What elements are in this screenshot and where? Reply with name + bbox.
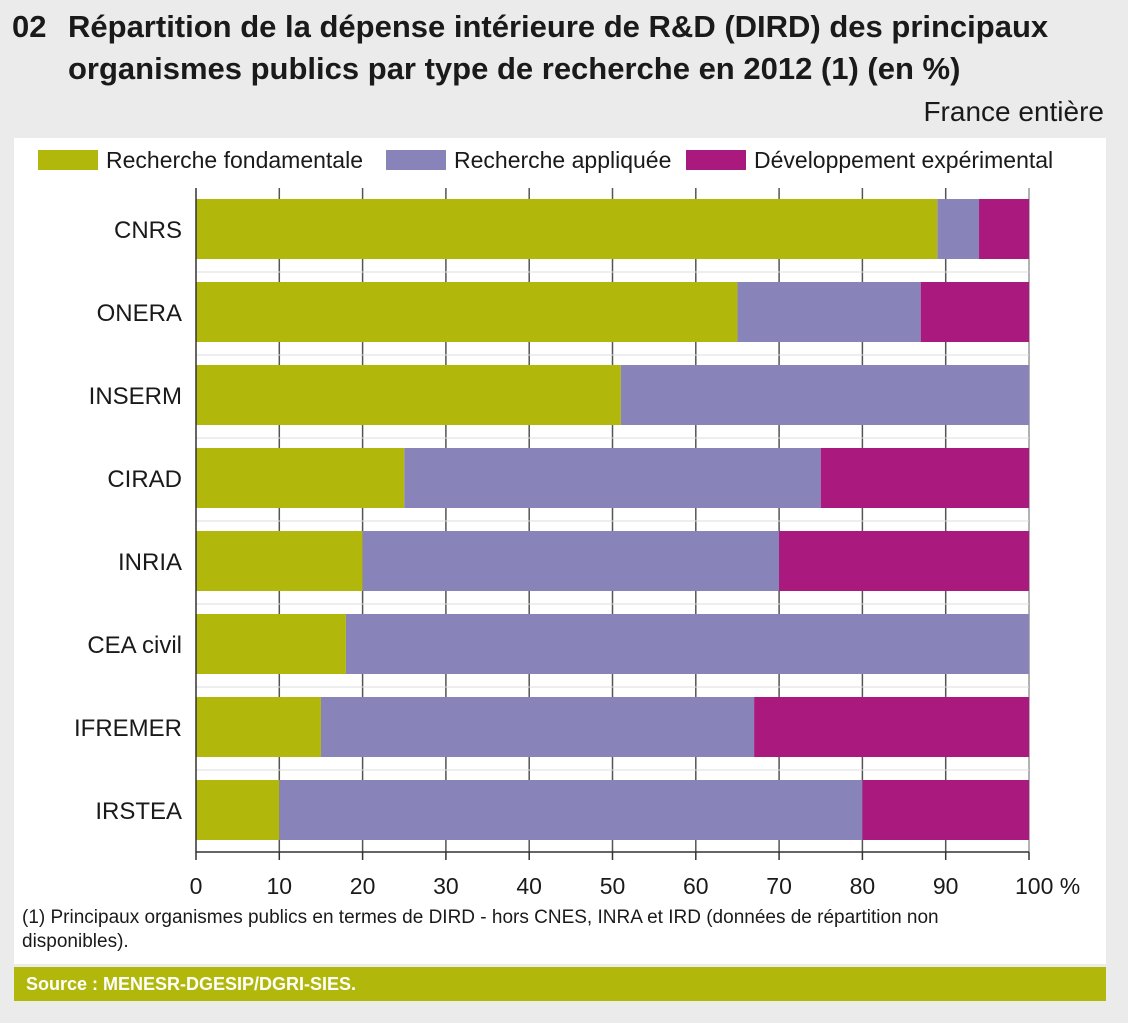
bar-segment — [196, 448, 405, 508]
category-label: CIRAD — [107, 466, 182, 493]
bar-segment — [196, 780, 280, 840]
bar-segment — [862, 780, 1029, 840]
bar-segment — [920, 282, 1029, 342]
legend-swatch — [386, 150, 446, 170]
bar-segment — [820, 448, 1029, 508]
bar-segment — [754, 697, 1029, 757]
x-tick-label: 70 — [766, 873, 792, 899]
category-label: CNRS — [114, 217, 182, 244]
bar-segment — [620, 365, 1029, 425]
category-label: CEA civil — [87, 632, 182, 659]
legend-swatch — [38, 150, 98, 170]
bar-segment — [279, 780, 863, 840]
x-tick-label: 50 — [600, 873, 626, 899]
x-tick-label: 0 — [190, 873, 203, 899]
title-line-1: Répartition de la dépense intérieure de … — [68, 9, 1049, 44]
category-label: IRSTEA — [95, 798, 182, 825]
bar-segment — [737, 282, 921, 342]
category-label: IFREMER — [74, 715, 182, 742]
bar-segment — [196, 365, 621, 425]
legend-label: Recherche fondamentale — [106, 147, 363, 173]
title-line-2: organismes publics par type de recherche… — [68, 51, 961, 86]
footnote: (1) Principaux organismes publics en ter… — [22, 907, 939, 952]
x-tick-label: 60 — [683, 873, 709, 899]
x-tick-label: 40 — [516, 873, 542, 899]
category-label: INSERM — [89, 383, 182, 410]
x-tick-label: 30 — [433, 873, 459, 899]
category-label: INRIA — [118, 549, 182, 576]
chart-title: 02 Répartition de la dépense intérieure d… — [12, 6, 1048, 90]
bar-segment — [196, 531, 363, 591]
bar-segment — [937, 199, 980, 259]
legend-swatch — [686, 150, 746, 170]
x-tick-label: 20 — [350, 873, 376, 899]
figure-number: 02 — [12, 9, 47, 44]
bar-segment — [345, 614, 1029, 674]
bar-segment — [196, 614, 346, 674]
category-label: ONERA — [97, 300, 182, 327]
bar-segment — [196, 697, 321, 757]
bar-segment — [779, 531, 1029, 591]
x-tick-label: 80 — [850, 873, 876, 899]
bar-segment — [979, 199, 1029, 259]
bar-segment — [404, 448, 821, 508]
bar-segment — [320, 697, 755, 757]
bar-segment — [362, 531, 780, 591]
bar-segment — [196, 199, 938, 259]
x-tick-label: 10 — [267, 873, 293, 899]
legend-label: Recherche appliquée — [454, 147, 671, 173]
x-tick-label: 100 % — [1015, 873, 1080, 899]
scope-label: France entière — [923, 96, 1104, 127]
legend-label: Développement expérimental — [754, 147, 1053, 173]
x-tick-label: 90 — [933, 873, 959, 899]
bar-segment — [196, 282, 738, 342]
source-bar: Source : MENESR-DGESIP/DGRI-SIES. — [14, 967, 1106, 1001]
